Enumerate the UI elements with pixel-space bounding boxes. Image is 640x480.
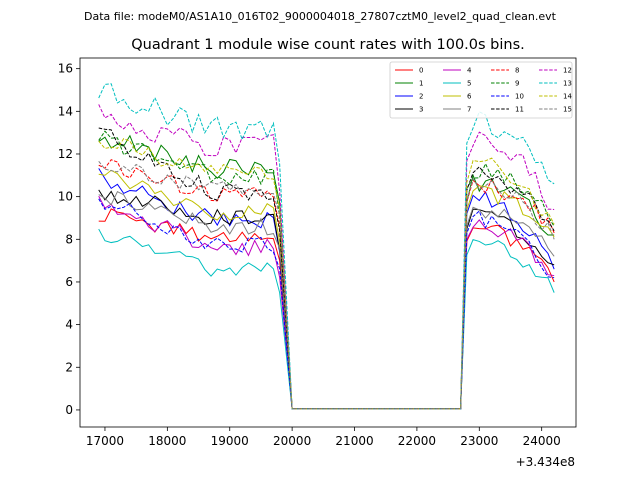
y-tick-label: 16 [58, 62, 73, 76]
legend-label-2: 2 [419, 93, 423, 101]
legend-label-9: 9 [515, 80, 519, 88]
x-tick-label: 20000 [273, 434, 311, 448]
y-tick-label: 14 [58, 104, 73, 118]
legend-label-8: 8 [515, 67, 519, 75]
chart-title: Quadrant 1 module wise count rates with … [131, 37, 525, 53]
y-tick-label: 0 [65, 403, 73, 417]
legend-label-15: 15 [563, 106, 572, 114]
series-line-0 [98, 208, 555, 410]
series-line-3 [98, 189, 555, 410]
legend-label-5: 5 [467, 80, 471, 88]
legend-label-6: 6 [467, 93, 472, 101]
series-line-4 [98, 195, 555, 410]
series-line-6 [98, 169, 555, 410]
y-tick-label: 10 [58, 190, 73, 204]
figure-suptitle: Data file: modeM0/AS1A10_016T02_90000040… [84, 10, 557, 23]
legend-box [389, 61, 573, 119]
series-line-5 [98, 228, 555, 410]
y-tick-label: 4 [65, 318, 73, 332]
legend-label-0: 0 [419, 67, 423, 75]
series-line-15 [98, 161, 555, 410]
series-line-14 [98, 138, 555, 410]
y-tick-label: 8 [65, 232, 73, 246]
series-line-12 [98, 104, 555, 410]
legend-label-1: 1 [419, 80, 423, 88]
legend-label-10: 10 [515, 93, 524, 101]
series-line-7 [98, 190, 555, 410]
x-tick-label: 22000 [398, 434, 436, 448]
x-axis-offset-label: +3.434e8 [516, 455, 575, 469]
legend-label-3: 3 [419, 106, 423, 114]
axes-frame [79, 57, 577, 428]
legend-label-14: 14 [563, 93, 572, 101]
legend-label-7: 7 [467, 106, 471, 114]
plot-area: 17000 18000 19000 20000 21000 22000 23000 24000… [58, 57, 577, 448]
legend-label-11: 11 [515, 106, 524, 114]
series-line-11 [98, 127, 555, 410]
series-line-9 [98, 130, 555, 410]
x-tick-label: 19000 [211, 434, 249, 448]
y-tick-label: 12 [58, 147, 73, 161]
x-tick-label: 18000 [148, 434, 186, 448]
legend-label-12: 12 [563, 67, 572, 75]
y-tick-label: 2 [65, 360, 73, 374]
x-tick-label: 24000 [523, 434, 561, 448]
series-line-13 [98, 83, 555, 410]
x-tick-label: 17000 [86, 434, 124, 448]
x-tick-label: 21000 [335, 434, 373, 448]
x-tick-label: 23000 [460, 434, 498, 448]
legend-label-4: 4 [467, 67, 472, 75]
series-line-10 [98, 198, 555, 410]
series-line-2 [98, 168, 555, 410]
y-tick-label: 6 [65, 275, 73, 289]
legend-label-13: 13 [563, 80, 572, 88]
